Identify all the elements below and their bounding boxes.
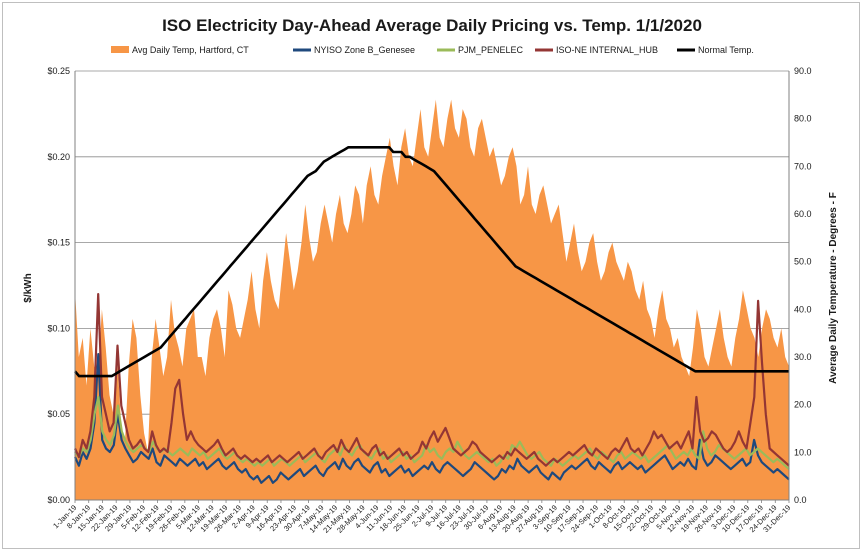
y-tick-label: $0.05 <box>47 409 70 419</box>
y2-tick-label: 80.0 <box>794 114 812 124</box>
left-axis-ticks: $0.00 $0.05 $0.10 $0.15 $0.20 $0.25 <box>47 66 70 505</box>
legend-item-pjm-penelec: PJM_PENELEC <box>437 45 524 55</box>
y2-tick-label: 10.0 <box>794 447 812 457</box>
y2-tick-label: 40.0 <box>794 304 812 314</box>
right-axis-ticks: 0.0 10.0 20.0 30.0 40.0 50.0 60.0 70.0 80.0 90.0 <box>794 66 812 505</box>
y2-tick-label: 60.0 <box>794 209 812 219</box>
y-tick-label: $0.25 <box>47 66 70 76</box>
legend-item-avg-daily-temp-hartford-ct: Avg Daily Temp, Hartford, CT <box>111 45 249 55</box>
legend-label: Normal Temp. <box>698 45 754 55</box>
y-tick-label: $0.15 <box>47 238 70 248</box>
y2-tick-label: 90.0 <box>794 66 812 76</box>
y-tick-label: $0.20 <box>47 152 70 162</box>
y2-tick-label: 30.0 <box>794 352 812 362</box>
legend-item-normal-temp: Normal Temp. <box>677 45 754 55</box>
chart-title: ISO Electricity Day-Ahead Average Daily … <box>162 16 702 35</box>
legend-label: Avg Daily Temp, Hartford, CT <box>132 45 249 55</box>
y2-tick-label: 20.0 <box>794 400 812 410</box>
temperature-area-layer <box>75 99 789 500</box>
legend-label: PJM_PENELEC <box>458 45 524 55</box>
y2-tick-label: 0.0 <box>794 495 807 505</box>
series-nyiso-zone-b-genesee <box>73 353 790 484</box>
series-avg-daily-temp-hartford-ct <box>75 99 789 500</box>
pricing-temperature-chart: ISO Electricity Day-Ahead Average Daily … <box>23 16 839 535</box>
price-lines-layer <box>73 146 790 484</box>
y2-tick-label: 70.0 <box>794 161 812 171</box>
y-tick-label: $0.00 <box>47 495 70 505</box>
legend-item-iso-ne-internal-hub: ISO-NE INTERNAL_HUB <box>535 45 658 55</box>
legend: Avg Daily Temp, Hartford, CT NYISO Zone B… <box>111 45 754 55</box>
x-axis-ticks: 1-Jan-198-Jan-1915-Jan-1922-Jan-1929-Jan… <box>51 500 792 535</box>
y2-axis-title: Average Daily Temperature - Degrees - F <box>828 192 839 384</box>
y2-tick-label: 50.0 <box>794 257 812 267</box>
series-iso-ne-internal-hub <box>73 293 790 467</box>
legend-swatch <box>111 46 129 53</box>
legend-label: ISO-NE INTERNAL_HUB <box>556 45 658 55</box>
legend-item-nyiso-zone-b-genesee: NYISO Zone B_Genesee <box>293 45 415 55</box>
series-normal-temp <box>74 146 789 378</box>
legend-label: NYISO Zone B_Genesee <box>314 45 415 55</box>
y-axis-title: $/kWh <box>23 273 34 302</box>
y-tick-label: $0.10 <box>47 323 70 333</box>
